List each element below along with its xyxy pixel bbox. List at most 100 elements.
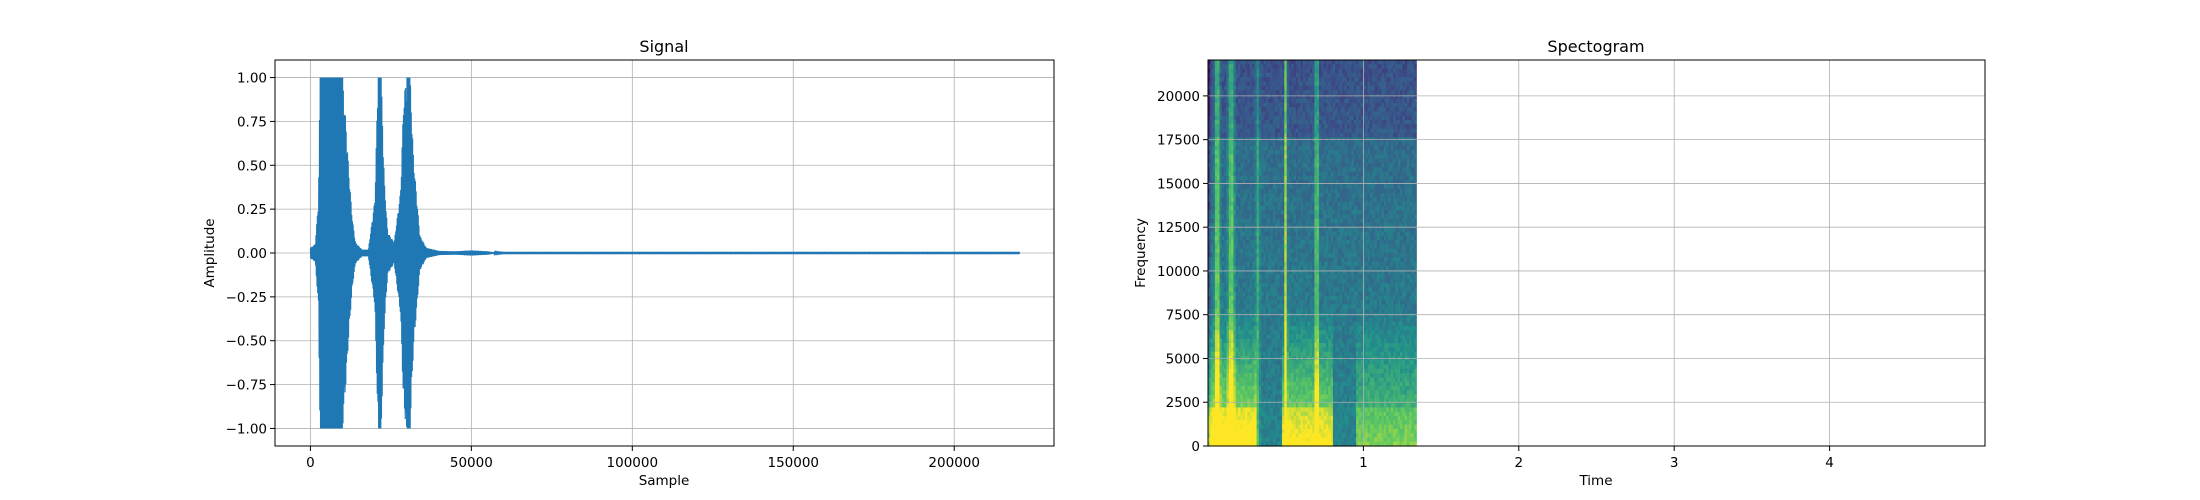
spectrogram-cell [1277, 72, 1281, 78]
spectrogram-cell [1300, 240, 1304, 246]
spectrogram-cell [1328, 111, 1332, 117]
spectrogram-cell [1221, 180, 1225, 185]
spectrogram-cell [1305, 98, 1309, 104]
spectrogram-cell [1314, 154, 1318, 160]
spectrogram-cell [1219, 441, 1223, 447]
spectrogram-cell [1288, 330, 1292, 336]
spectrogram-cell [1288, 385, 1292, 391]
spectrogram-cell [1261, 128, 1265, 134]
spectrogram-cell [1233, 278, 1237, 284]
spectrogram-cell [1261, 231, 1265, 237]
spectrogram-cell [1231, 227, 1235, 233]
spectrogram-cell [1214, 210, 1218, 215]
spectrogram-cell [1326, 304, 1329, 310]
spectrogram-cell [1249, 373, 1253, 378]
spectrogram-cell [1286, 317, 1290, 323]
spectrogram-cell [1212, 325, 1216, 331]
spectrogram-cell [1208, 102, 1211, 108]
spectrogram-cell [1282, 222, 1285, 228]
spectrogram-cell [1268, 111, 1272, 117]
spectrogram-cell [1245, 403, 1248, 408]
spectrogram-cell [1212, 291, 1216, 297]
spectrogram-cell [1258, 175, 1262, 181]
spectrogram-cell [1312, 437, 1316, 443]
spectrogram-cell [1300, 300, 1304, 306]
spectrogram-cell [1270, 441, 1274, 447]
spectrogram-cell [1295, 313, 1299, 318]
spectrogram-cell [1316, 81, 1320, 87]
spectrogram-cell [1210, 403, 1214, 408]
spectrogram-cell [1305, 398, 1309, 404]
spectrogram-cell [1309, 180, 1313, 185]
spectrogram-cell [1235, 102, 1239, 108]
spectrogram-cell [1212, 351, 1216, 357]
spectrogram-cell [1295, 145, 1299, 151]
spectrogram-cell [1275, 403, 1279, 408]
spectrogram-cell [1328, 184, 1332, 190]
spectrogram-cell [1224, 175, 1228, 181]
spectrogram-cell [1328, 244, 1332, 250]
spectrogram-cell [1254, 287, 1258, 293]
spectrogram-cell [1309, 107, 1313, 113]
spectrogram-cell [1277, 180, 1281, 185]
spectrogram-cell [1265, 317, 1269, 323]
spectrogram-cell [1228, 321, 1232, 327]
spectrogram-cell [1254, 317, 1258, 323]
spectrogram-cell [1238, 373, 1241, 378]
spectrogram-cell [1316, 98, 1320, 104]
spectrogram-cell [1314, 308, 1318, 314]
spectrogram-cell [1231, 77, 1235, 83]
spectrogram-cell [1314, 360, 1318, 366]
spectrogram-cell [1268, 368, 1272, 374]
spectrogram-cell [1270, 321, 1274, 327]
spectrogram-cell [1319, 115, 1322, 121]
spectrogram-cell [1272, 77, 1276, 83]
spectrogram-cell [1228, 313, 1232, 318]
spectrogram-cell [1286, 343, 1290, 348]
spectrogram-cell [1323, 192, 1327, 198]
spectrogram-cell [1219, 218, 1223, 224]
spectrogram-cell [1319, 184, 1322, 190]
spectrogram-cell [1330, 433, 1334, 439]
spectrogram-cell [1263, 240, 1267, 246]
spectrogram-cell [1321, 227, 1325, 233]
spectrogram-cell [1212, 162, 1216, 168]
spectrogram-cell [1319, 124, 1322, 130]
spectrogram-cell [1284, 90, 1288, 95]
spectrogram-cell [1326, 257, 1329, 263]
spectrogram-cell [1288, 107, 1292, 113]
spectrogram-cell [1282, 334, 1285, 340]
spectrogram-cell [1288, 253, 1292, 258]
spectrogram-cell [1238, 197, 1241, 203]
spectrogram-cell [1210, 351, 1214, 357]
spectrogram-cell [1295, 437, 1299, 443]
spectrogram-cell [1275, 180, 1279, 185]
spectrogram-cell [1268, 330, 1272, 336]
spectrogram-cell [1314, 321, 1318, 327]
spectrogram-cell [1261, 394, 1265, 400]
spectrogram-cell [1261, 360, 1265, 366]
spectrogram-cell [1321, 60, 1325, 65]
spectrogram-cell [1263, 265, 1267, 271]
spectrogram-cell [1314, 424, 1318, 430]
spectrogram-cell [1240, 201, 1244, 207]
spectrogram-cell [1309, 261, 1313, 267]
spectrogram-cell [1219, 270, 1223, 276]
spectrogram-cell [1282, 364, 1285, 370]
spectrogram-cell [1245, 60, 1248, 65]
spectrogram-cell [1221, 270, 1225, 276]
spectrogram-cell [1219, 351, 1223, 357]
spectrogram-cell [1240, 338, 1244, 344]
spectrogram-cell [1224, 167, 1228, 173]
spectrogram-cell [1309, 300, 1313, 306]
spectrogram-cell [1275, 385, 1279, 391]
spectrogram-cell [1224, 428, 1228, 434]
spectrogram-cell [1279, 132, 1283, 138]
spectrogram-cell [1326, 72, 1329, 78]
spectrogram-cell [1210, 343, 1214, 348]
spectrogram-cell [1226, 248, 1230, 254]
spectrogram-cell [1231, 334, 1235, 340]
spectrogram-cell [1305, 257, 1309, 263]
spectrogram-cell [1254, 171, 1258, 177]
spectrogram-cell [1238, 317, 1241, 323]
